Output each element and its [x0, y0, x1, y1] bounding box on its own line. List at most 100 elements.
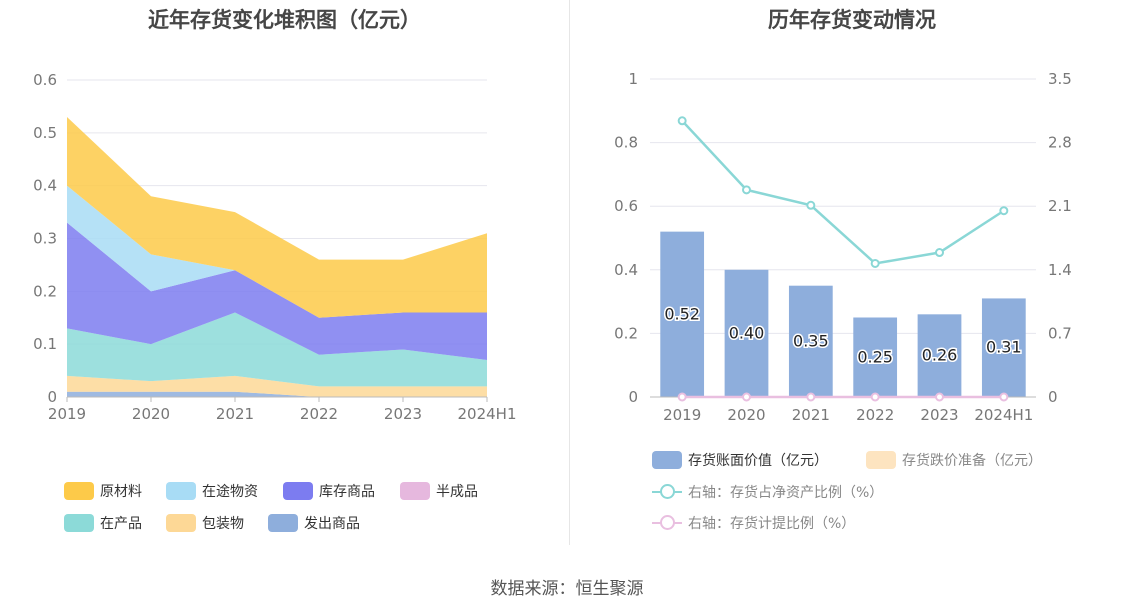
y-tick-label: 0.1: [33, 335, 57, 353]
legend-label: 库存商品: [319, 484, 375, 500]
legend-swatch: [166, 514, 196, 532]
x-tick-label: 2022: [856, 406, 894, 424]
legend-item-net-asset-ratio[interactable]: 右轴：存货占净资产比例（%）: [652, 482, 883, 502]
x-tick-label: 2023: [384, 405, 422, 423]
y-right-tick-label: 0: [1048, 388, 1058, 406]
y-right-tick-label: 0.7: [1048, 324, 1072, 342]
bar-value-label: 0.26: [922, 346, 958, 365]
line-point: [742, 392, 751, 402]
y-right-tick-label: 3.5: [1048, 70, 1072, 88]
line-point: [806, 392, 816, 402]
bar-2021: [788, 285, 833, 397]
bar-2024H1: [981, 298, 1026, 397]
legend-line-swatch: [652, 483, 682, 501]
bar-value-label: 0.25: [857, 347, 893, 366]
y-left-tick-label: 0.8: [614, 134, 638, 152]
legend-swatch: [652, 451, 682, 469]
bar-2022: [853, 317, 898, 397]
legend-item-provision-ratio[interactable]: 右轴：存货计提比例（%）: [652, 513, 855, 533]
bar-value-label: 0.35: [793, 331, 829, 350]
area-series-在产品: [67, 312, 487, 387]
legend-line-swatch: [652, 514, 682, 532]
legend-label: 存货跌价准备（亿元）: [902, 453, 1042, 469]
left-chart-title: 近年存货变化堆积图（亿元）: [148, 8, 421, 32]
legend-item-work-in-progress[interactable]: 在产品: [64, 513, 142, 533]
panel-divider: [569, 0, 570, 545]
y-right-tick-label: 2.8: [1048, 134, 1072, 152]
bar-2020: [724, 269, 769, 397]
line-point: [999, 206, 1009, 216]
legend-label: 原材料: [100, 484, 142, 500]
y-tick-label: 0.5: [33, 124, 57, 142]
bar-value-label: 0.31: [986, 338, 1022, 357]
stacked-area-chart: 0 0.1 0.2 0.3 0.4 0.5 0.6 2019 2020 2021 2022 2023 2…: [33, 71, 517, 423]
y-tick-label: 0.2: [33, 282, 57, 300]
y-left-tick-label: 0.4: [614, 261, 638, 279]
legend-label: 在途物资: [202, 484, 258, 500]
legend-item-goods-in-transit[interactable]: 在途物资: [166, 481, 258, 501]
area-series-在途物资: [67, 185, 487, 318]
x-tick-label: 2021: [792, 406, 830, 424]
legend-item-packaging[interactable]: 包装物: [166, 513, 244, 533]
y-tick-label: 0.3: [33, 230, 57, 248]
area-series-库存商品: [67, 222, 487, 361]
bar-2023: [917, 314, 962, 397]
y-left-tick-label: 1: [628, 70, 638, 88]
legend-item-raw-materials[interactable]: 原材料: [64, 481, 142, 501]
legend-swatch: [283, 482, 313, 500]
line-point: [806, 200, 816, 210]
legend-swatch: [400, 482, 430, 500]
line-point: [677, 392, 687, 402]
legend-label: 在产品: [100, 516, 142, 532]
y-right-tick-label: 2.1: [1048, 197, 1072, 215]
line-point: [935, 392, 944, 402]
legend-label: 存货账面价值（亿元）: [688, 453, 828, 469]
data-source-note: 数据来源：恒生聚源: [490, 579, 644, 599]
bar-2019: [660, 231, 705, 397]
x-tick-label: 2020: [727, 406, 765, 424]
legend-swatch: [64, 482, 94, 500]
legend-swatch: [268, 514, 298, 532]
legend-item-impairment-reserve[interactable]: 存货跌价准备（亿元）: [866, 450, 1042, 470]
y-left-tick-label: 0.2: [614, 324, 638, 342]
x-tick-label: 2021: [216, 405, 254, 423]
legend-label: 半成品: [436, 484, 478, 500]
line-point: [935, 248, 944, 258]
x-tick-label: 2019: [48, 405, 86, 423]
area-series-原材料: [67, 116, 487, 318]
legend-swatch: [166, 482, 196, 500]
legend-swatch: [866, 451, 896, 469]
legend-label: 发出商品: [304, 516, 360, 532]
line-series-右轴：存货占净资产比例（%）: [681, 119, 1005, 265]
line-point: [742, 185, 751, 195]
y-left-tick-label: 0.6: [614, 197, 638, 215]
legend-item-book-value[interactable]: 存货账面价值（亿元）: [652, 450, 828, 470]
legend-swatch: [64, 514, 94, 532]
x-tick-label: 2020: [132, 405, 170, 423]
y-tick-label: 0: [47, 388, 57, 406]
line-point: [870, 258, 880, 268]
line-point: [677, 116, 687, 126]
bar-value-label: 0.52: [664, 304, 700, 323]
right-chart-title: 历年存货变动情况: [768, 8, 936, 32]
line-point: [999, 392, 1009, 402]
y-tick-label: 0.4: [33, 177, 57, 195]
legend-label: 右轴：存货计提比例（%）: [688, 516, 856, 532]
legend-item-goods-shipped[interactable]: 发出商品: [268, 513, 360, 533]
y-tick-label: 0.6: [33, 71, 57, 89]
x-tick-label: 2024H1: [458, 405, 517, 423]
x-tick-label: 2024H1: [974, 406, 1033, 424]
area-series-包装物: [67, 375, 487, 397]
legend-label: 右轴：存货占净资产比例（%）: [688, 485, 884, 501]
x-tick-label: 2019: [663, 406, 701, 424]
inventory-bar-line-chart: 0 0.2 0.4 0.6 0.8 1 0 0.7 1.4 2.1 2.8 3.5 0.52 0.40 0.…: [614, 70, 1072, 424]
y-left-tick-label: 0: [628, 388, 638, 406]
y-right-tick-label: 1.4: [1048, 261, 1072, 279]
line-point: [870, 392, 880, 402]
legend-label: 包装物: [202, 516, 244, 532]
x-tick-label: 2022: [300, 405, 338, 423]
legend-item-finished-goods[interactable]: 库存商品: [283, 481, 375, 501]
legend-item-semi-finished[interactable]: 半成品: [400, 481, 478, 501]
x-tick-label: 2023: [920, 406, 958, 424]
bar-value-label: 0.40: [729, 323, 765, 342]
